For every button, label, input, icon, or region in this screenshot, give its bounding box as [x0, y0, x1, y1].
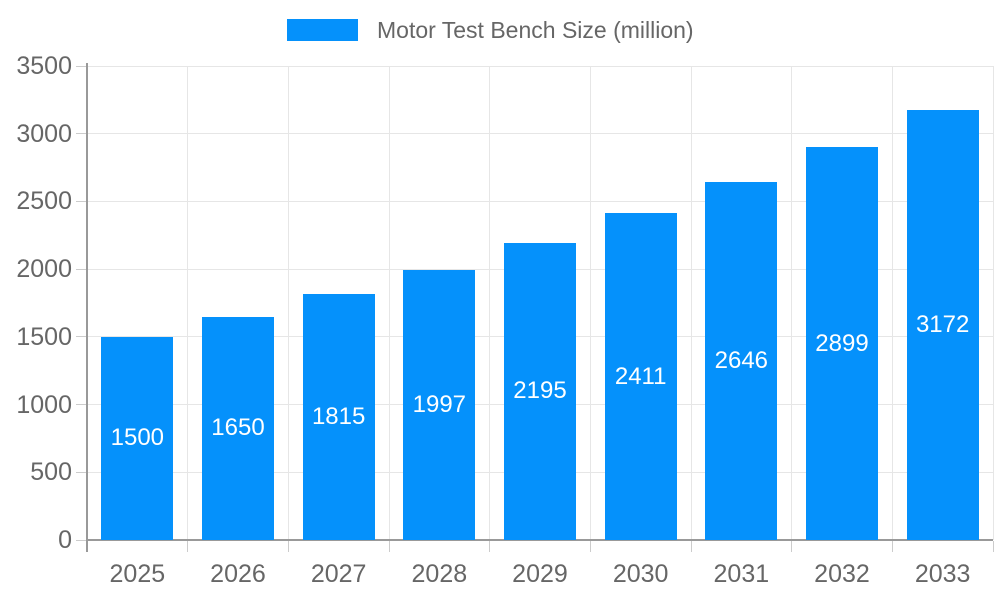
x-tick: [992, 541, 994, 552]
x-axis-label: 2031: [713, 560, 770, 588]
bar[interactable]: 1500: [101, 336, 174, 540]
y-tick: [76, 404, 87, 406]
x-tick: [791, 541, 793, 552]
bar-value-label: 2411: [614, 362, 667, 390]
x-tick: [287, 541, 289, 552]
gridline-v: [791, 66, 793, 540]
gridline-v: [287, 66, 289, 540]
x-axis-label: 2025: [109, 560, 166, 588]
bar[interactable]: 1997: [403, 269, 476, 540]
bar[interactable]: 1815: [302, 294, 375, 540]
y-axis-label: 2000: [16, 255, 72, 284]
bar-value-label: 2646: [714, 346, 769, 374]
x-tick: [891, 541, 893, 552]
x-tick: [388, 541, 390, 552]
y-axis-label: 0: [58, 526, 72, 554]
y-axis-label: 500: [30, 458, 72, 487]
gridline-h: [87, 200, 993, 202]
x-tick: [589, 541, 591, 552]
y-tick: [76, 336, 87, 338]
bar-value-label: 2195: [513, 377, 567, 405]
legend-item[interactable]: Motor Test Bench Size (million): [287, 17, 694, 43]
bar[interactable]: 3172: [906, 110, 979, 540]
y-axis-label: 3000: [16, 119, 72, 148]
y-axis-label: 2500: [16, 187, 72, 216]
x-axis-label: 2033: [914, 560, 971, 588]
bar[interactable]: 2899: [806, 147, 878, 540]
x-axis-label: 2032: [814, 560, 870, 588]
y-tick: [76, 200, 87, 202]
y-axis-label: 1000: [16, 390, 72, 419]
bar[interactable]: 1650: [202, 316, 274, 540]
x-tick: [187, 541, 189, 552]
gridline-v: [388, 66, 390, 540]
y-tick: [76, 471, 87, 473]
bar-value-label: 1815: [311, 403, 366, 431]
x-tick: [489, 541, 491, 552]
bar[interactable]: 2195: [504, 242, 576, 540]
x-axis-label: 2029: [512, 560, 568, 588]
bar-value-label: 1500: [110, 424, 165, 452]
y-axis-line: [86, 63, 88, 552]
gridline-v: [690, 66, 692, 540]
y-tick: [76, 539, 87, 541]
y-axis-label: 3500: [16, 52, 72, 80]
bar-value-label: 1997: [412, 390, 467, 418]
y-tick: [76, 133, 87, 135]
x-tick: [690, 541, 692, 552]
gridline-v: [489, 66, 491, 540]
x-axis-label: 2027: [310, 560, 367, 588]
gridline-h: [87, 65, 993, 67]
y-tick: [76, 268, 87, 270]
gridline-v: [891, 66, 893, 540]
bar-value-label: 3172: [915, 311, 970, 339]
gridline-v: [992, 66, 994, 540]
bar-value-label: 1650: [211, 414, 265, 442]
y-tick: [76, 65, 87, 67]
x-axis-line: [86, 539, 993, 541]
x-axis-label: 2030: [612, 560, 669, 588]
gridline-h: [87, 133, 993, 135]
legend-swatch: [287, 19, 358, 41]
bar[interactable]: 2646: [705, 181, 778, 540]
y-axis-label: 1500: [16, 322, 72, 351]
bar[interactable]: 2411: [604, 213, 677, 540]
gridline-v: [589, 66, 591, 540]
x-axis-label: 2026: [210, 560, 266, 588]
gridline-v: [187, 66, 189, 540]
x-axis-label: 2028: [411, 560, 468, 588]
legend-label: Motor Test Bench Size (million): [377, 16, 694, 43]
bar-value-label: 2899: [815, 329, 869, 357]
